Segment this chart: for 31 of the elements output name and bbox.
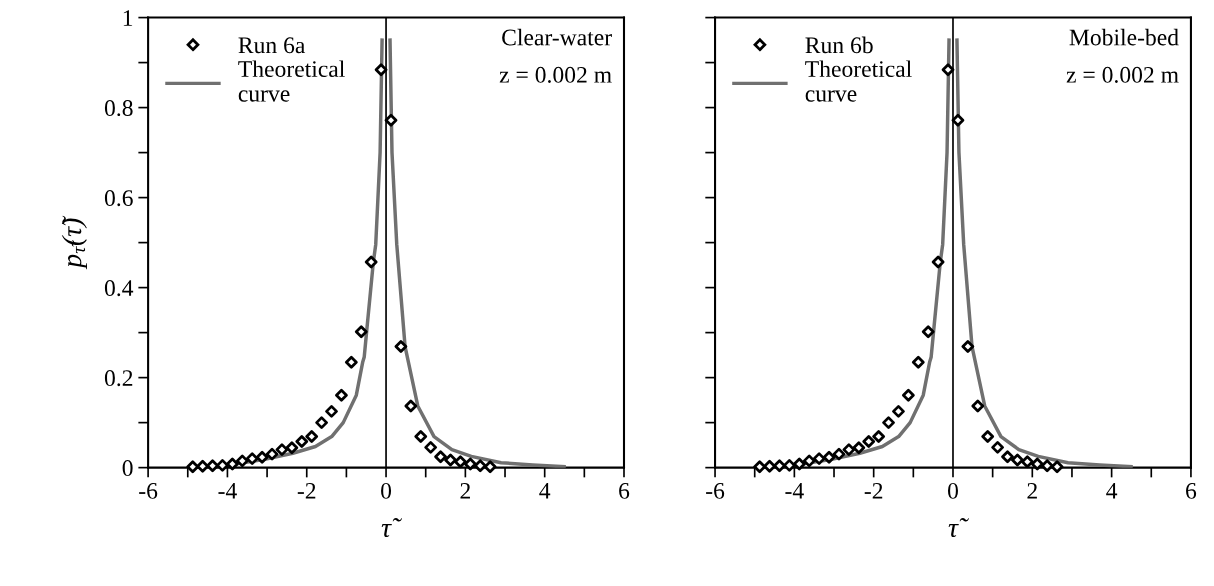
legend-label: Run 6b	[805, 36, 873, 54]
y-tick-label: 0	[122, 460, 133, 477]
y-tick-label: 1	[123, 10, 133, 26]
y-tick-label: 0.4	[104, 280, 134, 297]
x-tick-label: 2	[1027, 482, 1037, 499]
x-tick-label: -2	[864, 482, 883, 499]
annotation: Clear-water	[502, 28, 612, 46]
x-tick-label: -2	[297, 482, 316, 499]
y-axis-title: p$_{τ̃}$(τ̃)	[61, 215, 87, 270]
y-tick-label: 0.2	[104, 370, 133, 387]
x-tick-label: 6	[619, 482, 630, 499]
x-tick-label: 2	[460, 482, 470, 499]
x-tick-label: -4	[218, 483, 237, 499]
legend-label: Theoretical curve	[238, 60, 345, 102]
x-tick-label: -4	[785, 483, 804, 499]
x-tick-label: -6	[706, 482, 725, 499]
annotation: z = 0.002 m	[499, 66, 612, 83]
legend-label: Run 6a	[238, 37, 306, 54]
x-axis-title: τ̃	[381, 518, 403, 538]
x-tick-label: 0	[947, 482, 958, 499]
legend-label: Theoretical curve	[805, 60, 912, 102]
annotation: Mobile-bed	[1069, 28, 1179, 46]
x-tick-label: -6	[139, 482, 158, 499]
x-tick-label: 4	[1106, 483, 1118, 499]
y-tick-label: 0.6	[104, 190, 133, 207]
y-tick-label: 0.8	[104, 100, 133, 117]
annotation: z = 0.002 m	[1066, 66, 1179, 83]
x-axis-title: τ̃	[948, 518, 969, 538]
x-tick-label: 6	[1186, 482, 1197, 499]
x-tick-label: 0	[381, 482, 392, 499]
x-tick-label: 4	[539, 483, 551, 499]
